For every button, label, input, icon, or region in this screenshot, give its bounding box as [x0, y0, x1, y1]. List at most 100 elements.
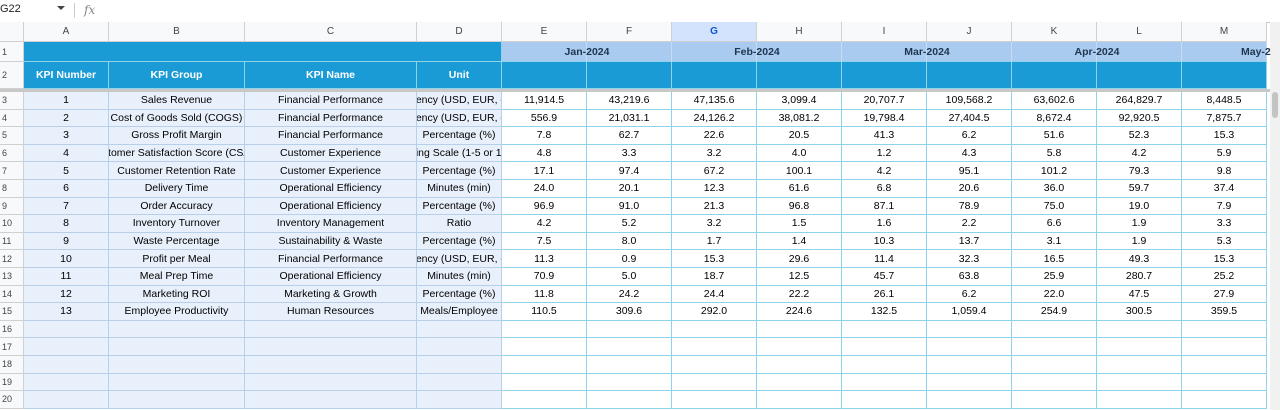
value-cell: 3.3 — [1182, 215, 1267, 233]
value-cell — [1012, 373, 1097, 392]
value-cell: 24.4 — [672, 285, 757, 304]
value-cell: 20.6 — [927, 180, 1012, 198]
value-cell — [587, 320, 672, 339]
value-cell: 5.8 — [1012, 144, 1097, 163]
month-cell — [672, 42, 757, 62]
column-header: B — [109, 22, 245, 42]
value-cell: 15.3 — [672, 250, 757, 268]
text-cell: 5 — [24, 162, 109, 180]
name-box-arrow[interactable] — [57, 6, 65, 10]
text-cell: Operational Efficiency — [245, 180, 417, 198]
column-header: A — [24, 22, 109, 42]
value-cell: 280.7 — [1097, 268, 1182, 286]
text-cell — [24, 391, 109, 409]
header-cell — [842, 62, 927, 89]
text-cell: Waste Percentage — [109, 232, 245, 251]
value-cell — [672, 356, 757, 374]
row-header: 13 — [0, 268, 24, 286]
value-cell: 3.2 — [672, 215, 757, 233]
text-cell: Human Resources — [245, 303, 417, 321]
header-cell — [587, 62, 672, 89]
row-header: 12 — [0, 250, 24, 268]
header-cell — [502, 62, 587, 89]
value-cell: 63,602.6 — [1012, 92, 1097, 110]
value-cell: 4.8 — [502, 144, 587, 163]
column-label: KPI Number — [24, 62, 109, 89]
column-header: G — [672, 22, 757, 42]
value-cell: 3.3 — [587, 144, 672, 163]
text-cell: Delivery Time — [109, 180, 245, 198]
value-cell: 132.5 — [842, 303, 927, 321]
column-header: K — [1012, 22, 1097, 42]
column-header: E — [502, 22, 587, 42]
column-header: M — [1182, 22, 1267, 42]
text-cell: Cost of Goods Sold (COGS) — [109, 109, 245, 128]
scrollbar[interactable] — [1270, 22, 1280, 410]
column-header: J — [927, 22, 1012, 42]
value-cell: 4.3 — [927, 144, 1012, 163]
value-cell: 21.3 — [672, 197, 757, 216]
value-cell: 21,031.1 — [587, 109, 672, 128]
column-header: L — [1097, 22, 1182, 42]
value-cell: 97.4 — [587, 162, 672, 180]
text-cell — [245, 373, 417, 392]
text-cell: 1 — [24, 92, 109, 110]
month-cell — [927, 42, 1012, 62]
text-cell — [417, 391, 502, 409]
value-cell: 22.6 — [672, 127, 757, 145]
row-header: 19 — [0, 373, 24, 392]
value-cell — [842, 373, 927, 392]
value-cell: 109,568.2 — [927, 92, 1012, 110]
month-cell — [502, 42, 587, 62]
value-cell: 70.9 — [502, 268, 587, 286]
value-cell: 10.3 — [842, 232, 927, 251]
text-cell: 11 — [24, 268, 109, 286]
value-cell: 67.2 — [672, 162, 757, 180]
value-cell: 47,135.6 — [672, 92, 757, 110]
month-label: Feb-2024 — [734, 46, 780, 58]
value-cell: 11.3 — [502, 250, 587, 268]
text-cell: 7 — [24, 197, 109, 216]
row-header: 3 — [0, 92, 24, 110]
column-header: C — [245, 22, 417, 42]
text-cell: Financial Performance — [245, 92, 417, 110]
text-cell — [24, 356, 109, 374]
value-cell: 309.6 — [587, 303, 672, 321]
value-cell — [1182, 391, 1267, 409]
name-box[interactable]: G22 — [0, 3, 21, 15]
text-cell: rrency (USD, EUR, et — [417, 250, 502, 268]
text-cell — [245, 320, 417, 339]
value-cell: 20,707.7 — [842, 92, 927, 110]
scrollbar-thumb[interactable] — [1272, 92, 1278, 118]
value-cell — [842, 391, 927, 409]
value-cell: 27.9 — [1182, 285, 1267, 304]
value-cell: 2.2 — [927, 215, 1012, 233]
value-cell: 19.0 — [1097, 197, 1182, 216]
header-cell — [672, 62, 757, 89]
text-cell — [24, 320, 109, 339]
text-cell: Meal Prep Time — [109, 268, 245, 286]
text-cell — [109, 338, 245, 356]
value-cell: 91.0 — [587, 197, 672, 216]
header-cell — [1097, 62, 1182, 89]
text-cell — [109, 320, 245, 339]
value-cell: 6.8 — [842, 180, 927, 198]
value-cell: 22.0 — [1012, 285, 1097, 304]
value-cell — [1012, 391, 1097, 409]
header-cell — [757, 62, 842, 89]
value-cell: 25.9 — [1012, 268, 1097, 286]
column-header: F — [587, 22, 672, 42]
value-cell — [842, 338, 927, 356]
value-cell: 7,875.7 — [1182, 109, 1267, 128]
corner — [0, 22, 24, 42]
value-cell — [927, 338, 1012, 356]
value-cell: 59.7 — [1097, 180, 1182, 198]
value-cell — [502, 356, 587, 374]
value-cell — [1182, 373, 1267, 392]
value-cell: 7.5 — [502, 232, 587, 251]
text-cell: 8 — [24, 215, 109, 233]
month-label: Mar-2024 — [904, 46, 950, 58]
value-cell: 1.4 — [757, 232, 842, 251]
value-cell: 556.9 — [502, 109, 587, 128]
